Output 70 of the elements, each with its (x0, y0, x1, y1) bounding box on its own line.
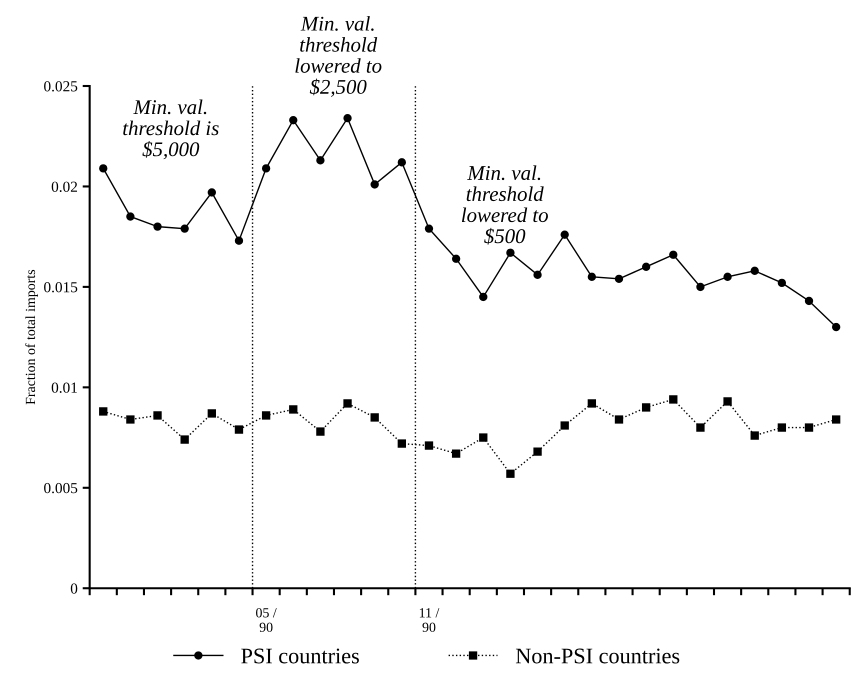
point (153, 222, 162, 231)
point (343, 114, 352, 122)
annotation: Min. val. threshold lowered to $500 (462, 165, 548, 245)
point (642, 403, 650, 412)
legend-label: Non-PSI countries (516, 648, 680, 664)
y-tick-label: 0.02 (52, 182, 78, 192)
point (153, 411, 162, 420)
point (614, 274, 624, 284)
point (452, 254, 460, 263)
point (208, 409, 216, 418)
point (614, 415, 624, 424)
point (832, 415, 840, 424)
point (588, 399, 596, 408)
point (750, 431, 759, 440)
point (398, 439, 406, 448)
point (289, 405, 298, 414)
point (533, 270, 542, 280)
point (696, 423, 705, 432)
x-tick-label: 11 / 90 (420, 608, 440, 632)
point (180, 224, 189, 233)
point (452, 449, 460, 458)
y-tick-label: 0.025 (44, 81, 78, 92)
annotation: Min. val. threshold lowered to $2,500 (295, 16, 382, 97)
point (234, 236, 244, 245)
point (642, 262, 650, 271)
point (778, 278, 786, 288)
point (750, 266, 759, 275)
annotation: Min. val. threshold is $5,000 (123, 100, 219, 160)
point (479, 292, 488, 302)
point (832, 322, 840, 332)
point (533, 447, 542, 456)
point (370, 180, 379, 189)
point (99, 407, 108, 416)
point (180, 435, 189, 444)
point (479, 433, 488, 442)
point (316, 156, 325, 164)
point (560, 230, 569, 239)
y-tick-label: 0 (70, 583, 78, 594)
point (99, 164, 108, 173)
point (234, 425, 244, 434)
x-tick-label: 05 / 90 (256, 608, 277, 632)
point (669, 395, 678, 404)
point (126, 415, 135, 424)
point (424, 441, 434, 450)
point (370, 413, 379, 422)
point (723, 272, 732, 282)
point (398, 158, 406, 167)
point (316, 427, 325, 436)
point (262, 411, 270, 420)
point (126, 212, 135, 221)
y-tick-label: 0.015 (44, 282, 78, 292)
y-tick-label: 0.01 (52, 382, 77, 393)
point (560, 421, 569, 430)
point (588, 272, 596, 282)
point (289, 116, 298, 124)
point (696, 282, 705, 292)
point (778, 423, 786, 432)
legend-label: PSI countries (241, 648, 359, 664)
y-axis-title: Fraction of total imports (25, 270, 38, 404)
point (506, 470, 515, 478)
point (262, 164, 270, 173)
point (804, 423, 814, 432)
point (424, 224, 434, 233)
point (669, 250, 678, 259)
y-tick-label: 0.005 (44, 482, 78, 494)
point (506, 248, 515, 257)
point (343, 399, 352, 408)
point (723, 397, 732, 406)
point (208, 188, 216, 197)
point (804, 296, 814, 306)
